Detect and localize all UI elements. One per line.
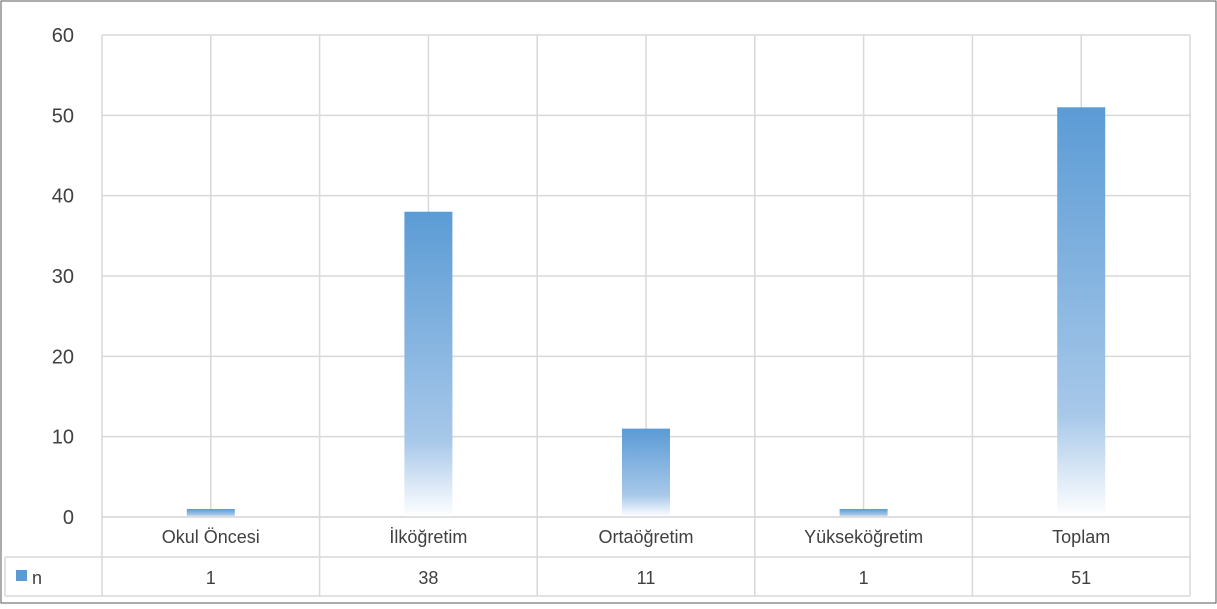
y-tick-label: 30 <box>52 266 74 288</box>
y-tick-label: 50 <box>52 105 74 127</box>
y-tick-label: 20 <box>52 346 74 368</box>
bar <box>839 508 888 517</box>
y-tick-label: 0 <box>63 507 74 529</box>
legend-swatch <box>16 570 27 581</box>
category-label: Ortaöğretim <box>598 527 693 547</box>
table-value-cell: 1 <box>206 568 216 588</box>
table-row-label: n <box>32 568 42 588</box>
y-axis-ticks: 0 10 20 30 40 50 60 <box>52 25 74 529</box>
category-label: Yükseköğretim <box>804 527 923 547</box>
bar <box>186 508 235 517</box>
y-tick-label: 10 <box>52 427 74 449</box>
y-tick-label: 60 <box>52 25 74 47</box>
bars <box>186 107 1106 518</box>
data-table: Okul Öncesi İlköğretim Ortaöğretim Yükseköğ… <box>4 516 1191 597</box>
table-value-cell: 11 <box>637 568 656 588</box>
bar <box>404 211 453 517</box>
category-label: Toplam <box>1052 527 1110 547</box>
bar <box>622 428 670 517</box>
table-value-cell: 38 <box>418 568 438 588</box>
bar <box>1057 107 1106 518</box>
category-label: İlköğretim <box>389 527 467 547</box>
table-value-cell: 51 <box>1071 568 1091 588</box>
category-label: Okul Öncesi <box>162 527 260 547</box>
y-tick-label: 40 <box>52 186 74 208</box>
table-value-cell: 1 <box>859 568 869 588</box>
